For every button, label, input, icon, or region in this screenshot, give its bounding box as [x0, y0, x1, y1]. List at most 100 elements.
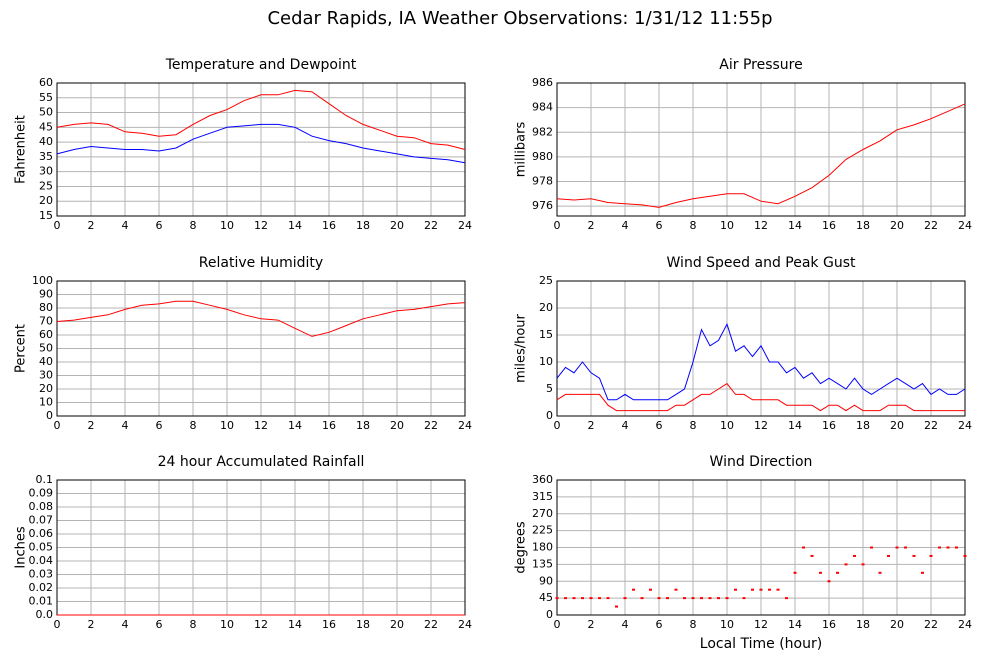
- y-tick-label: 20: [539, 301, 553, 314]
- y-tick-label: 135: [532, 557, 553, 570]
- y-axis-label: Inches: [14, 526, 29, 568]
- x-tick-label: 12: [254, 618, 268, 631]
- x-tick-label: 0: [54, 419, 61, 432]
- y-tick-label: 20: [39, 194, 53, 207]
- x-tick-label: 6: [156, 219, 163, 232]
- x-tick-label: 10: [720, 419, 734, 432]
- x-tick-label: 8: [690, 219, 697, 232]
- y-tick-label: 10: [39, 396, 53, 409]
- y-tick-label: 180: [532, 541, 553, 554]
- data-point: [853, 554, 856, 557]
- y-tick-label: 50: [39, 106, 53, 119]
- y-tick-label: 50: [39, 342, 53, 355]
- y-tick-label: 25: [539, 274, 553, 287]
- x-tick-label: 18: [856, 219, 870, 232]
- x-tick-label: 6: [656, 618, 663, 631]
- data-point: [861, 563, 865, 566]
- panel-title: Temperature and Dewpoint: [165, 57, 357, 73]
- data-point: [878, 571, 882, 574]
- x-tick-label: 6: [656, 419, 663, 432]
- data-point: [657, 597, 661, 600]
- panel-title: Relative Humidity: [199, 255, 323, 271]
- data-point: [649, 588, 652, 591]
- data-line: [56, 123, 466, 164]
- x-tick-label: 16: [322, 618, 336, 631]
- x-tick-label: 16: [322, 419, 336, 432]
- data-line: [56, 300, 466, 337]
- x-tick-label: 2: [88, 419, 95, 432]
- x-tick-label: 18: [356, 419, 370, 432]
- data-point: [674, 588, 678, 591]
- x-tick-label: 18: [356, 618, 370, 631]
- x-tick-label: 12: [254, 419, 268, 432]
- data-point: [938, 546, 941, 549]
- x-tick-label: 10: [220, 219, 234, 232]
- x-tick-label: 22: [924, 219, 938, 232]
- data-point: [844, 563, 848, 566]
- x-tick-label: 22: [924, 419, 938, 432]
- data-point: [768, 588, 771, 591]
- data-point: [632, 588, 635, 591]
- y-tick-label: 60: [39, 328, 53, 341]
- y-tick-label: 80: [39, 301, 53, 314]
- y-tick-label: 0.1: [36, 473, 54, 486]
- x-tick-label: 4: [122, 419, 129, 432]
- data-point: [734, 588, 737, 591]
- x-tick-label: 20: [390, 618, 404, 631]
- x-tick-label: 12: [754, 219, 768, 232]
- panel-title: Air Pressure: [719, 57, 802, 73]
- x-tick-label: 2: [588, 618, 595, 631]
- x-tick-label: 20: [890, 618, 904, 631]
- y-tick-label: 0: [46, 409, 53, 422]
- y-tick-label: 976: [532, 199, 553, 212]
- x-tick-label: 12: [754, 618, 768, 631]
- data-point: [802, 546, 805, 549]
- y-tick-label: 60: [39, 76, 53, 89]
- data-point: [827, 580, 831, 583]
- y-tick-label: 20: [39, 382, 53, 395]
- x-tick-label: 18: [856, 419, 870, 432]
- plot-frame: [556, 280, 966, 417]
- x-tick-label: 2: [88, 618, 95, 631]
- x-tick-label: 2: [588, 419, 595, 432]
- data-point: [666, 597, 669, 600]
- x-tick-label: 14: [288, 618, 302, 631]
- y-tick-label: 0.05: [29, 541, 54, 554]
- y-tick-label: 978: [532, 175, 553, 188]
- x-tick-label: 6: [156, 419, 163, 432]
- x-tick-label: 22: [424, 419, 438, 432]
- x-tick-label: 14: [788, 618, 802, 631]
- x-tick-label: 8: [190, 618, 197, 631]
- panel-title: Wind Speed and Peak Gust: [667, 255, 856, 271]
- x-tick-label: 8: [190, 419, 197, 432]
- y-tick-label: 55: [39, 91, 53, 104]
- x-tick-label: 8: [690, 618, 697, 631]
- x-tick-label: 20: [390, 219, 404, 232]
- data-line: [556, 322, 966, 401]
- x-tick-label: 6: [156, 618, 163, 631]
- data-point: [887, 554, 890, 557]
- x-tick-label: 0: [554, 618, 561, 631]
- data-point: [581, 597, 584, 600]
- x-tick-label: 2: [588, 219, 595, 232]
- page-title: Cedar Rapids, IA Weather Observations: 1…: [267, 8, 772, 29]
- x-tick-label: 18: [356, 219, 370, 232]
- x-tick-label: 2: [88, 219, 95, 232]
- x-tick-label: 8: [190, 219, 197, 232]
- y-tick-label: 40: [39, 135, 53, 148]
- y-tick-label: 40: [39, 355, 53, 368]
- data-point: [929, 554, 933, 557]
- y-tick-label: 986: [532, 76, 553, 89]
- x-tick-label: 4: [622, 219, 629, 232]
- data-point: [598, 597, 601, 600]
- x-tick-label: 6: [656, 219, 663, 232]
- x-tick-label: 14: [788, 219, 802, 232]
- x-tick-label: 24: [958, 419, 972, 432]
- x-axis-label: Local Time (hour): [700, 636, 822, 652]
- data-point: [700, 597, 703, 600]
- x-tick-label: 4: [122, 219, 129, 232]
- x-tick-label: 4: [622, 618, 629, 631]
- y-tick-label: 0: [546, 409, 553, 422]
- y-tick-label: 0: [546, 608, 553, 621]
- y-tick-label: 270: [532, 507, 553, 520]
